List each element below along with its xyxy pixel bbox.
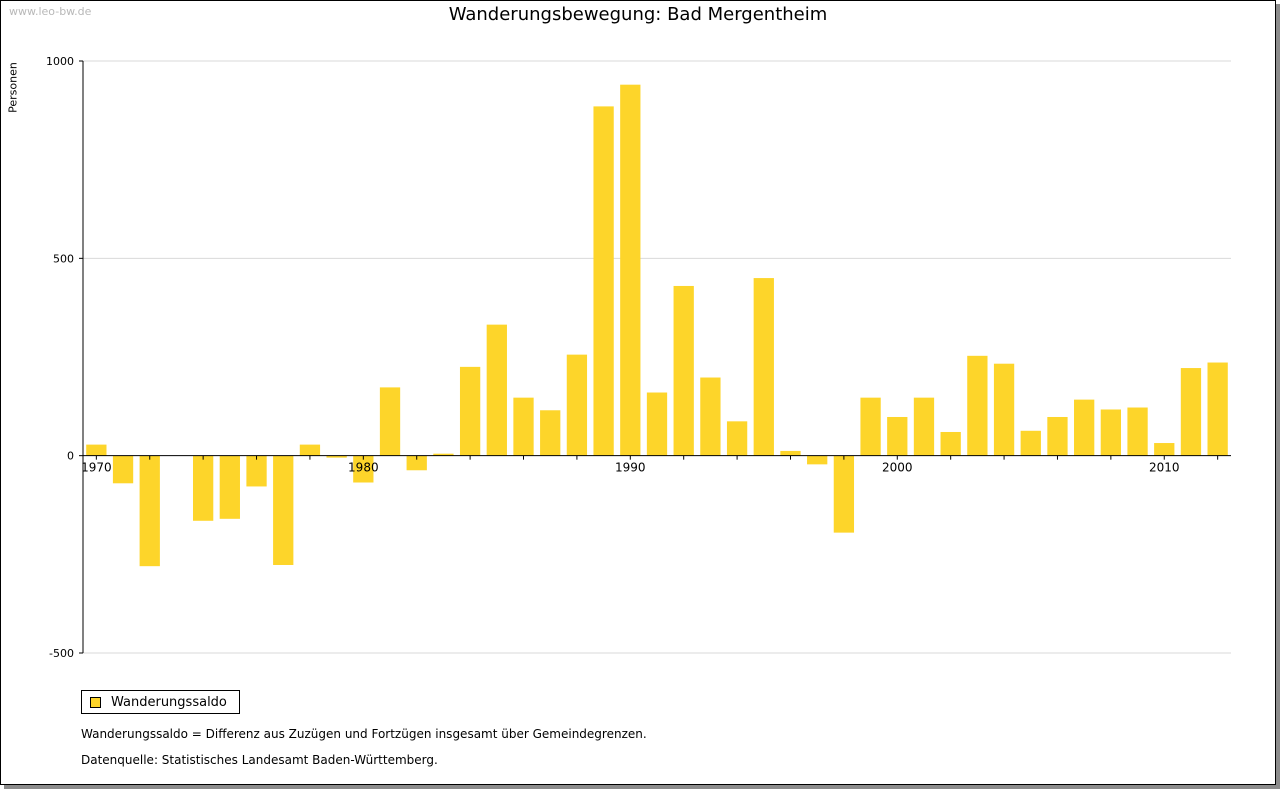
watermark: www.leo-bw.de	[9, 5, 92, 18]
bar-2000	[887, 416, 908, 456]
bar-1982	[406, 455, 427, 471]
bar-2005	[1020, 430, 1041, 456]
bar-1976	[246, 455, 267, 487]
bar-1993	[700, 377, 721, 456]
legend-swatch	[90, 696, 101, 708]
x-tick-label: 2000	[882, 461, 913, 475]
bar-1989	[593, 106, 614, 456]
bar-2004	[993, 363, 1015, 456]
bar-1977	[273, 455, 294, 565]
bar-2002	[940, 431, 961, 456]
bar-1988	[566, 354, 588, 456]
bar-1970	[86, 444, 107, 456]
x-tick-label: 2010	[1149, 461, 1180, 475]
y-tick-label: 0	[67, 450, 74, 463]
bar-1974	[192, 455, 214, 521]
bar-1979	[326, 455, 347, 458]
bar-1997	[807, 455, 828, 465]
bar-1980	[353, 455, 374, 483]
bar-2012	[1207, 362, 1228, 456]
x-tick-label: 1980	[348, 461, 379, 475]
bar-1971	[112, 455, 134, 484]
bar-1985	[486, 324, 507, 456]
bar-2007	[1074, 399, 1095, 456]
bar-1972	[139, 455, 160, 567]
legend-label: Wanderungssaldo	[111, 694, 227, 710]
bar-1994	[726, 421, 748, 456]
bar-2006	[1047, 416, 1068, 456]
bar-1996	[780, 450, 801, 456]
bar-1999	[860, 397, 881, 456]
legend: Wanderungssaldo	[81, 690, 240, 714]
bar-1998	[833, 455, 855, 533]
bar-1986	[513, 397, 534, 456]
bar-1987	[540, 410, 561, 456]
bar-1984	[459, 366, 481, 456]
footnote-source: Datenquelle: Statistisches Landesamt Bad…	[81, 753, 438, 767]
bar-2003	[967, 355, 988, 456]
bar-2001	[913, 397, 935, 456]
y-tick-label: 500	[53, 252, 74, 265]
footnote-definition: Wanderungssaldo = Differenz aus Zuzügen …	[81, 727, 647, 741]
bar-1992	[673, 285, 694, 456]
x-tick-label: 1970	[81, 461, 112, 475]
bar-2008	[1100, 409, 1122, 456]
bar-1983	[433, 453, 454, 456]
bar-1990	[620, 84, 641, 456]
bar-1991	[646, 392, 668, 456]
bar-2010	[1154, 443, 1175, 456]
x-tick-label: 1990	[615, 461, 646, 475]
y-tick-label: 1000	[46, 55, 74, 68]
bar-1975	[219, 455, 240, 519]
bar-2011	[1180, 368, 1202, 456]
bar-2009	[1127, 407, 1148, 456]
bars	[86, 84, 1228, 567]
y-tick-label: -500	[49, 647, 74, 660]
bar-1978	[299, 444, 321, 456]
axes: -500 0 500 1000 1970 1980 1990 2000 2010	[46, 55, 1231, 660]
chart-title: Wanderungsbewegung: Bad Mergentheim	[448, 4, 828, 25]
bar-1995	[753, 278, 774, 456]
grid-lines	[83, 60, 1231, 654]
bar-1981	[379, 387, 401, 456]
